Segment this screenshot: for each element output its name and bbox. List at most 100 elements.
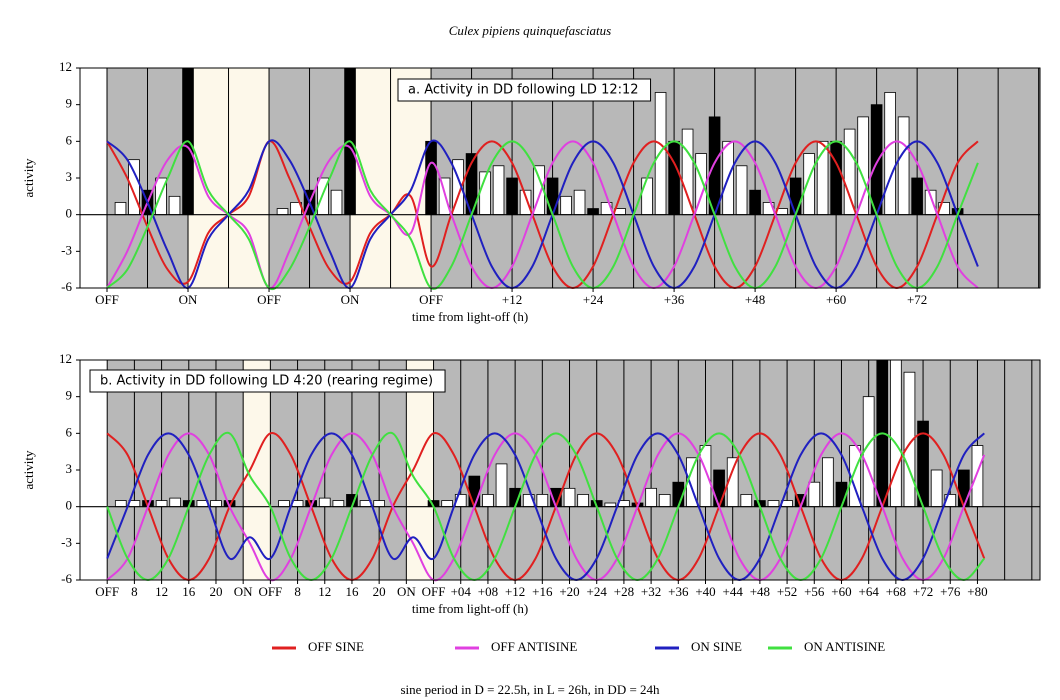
- x-axis-label: time from light-off (h): [412, 309, 528, 324]
- x-tick-label: OFF: [95, 292, 119, 307]
- activity-bar: [168, 195, 181, 216]
- y-tick-label: 9: [66, 96, 73, 111]
- x-tick-label: 8: [131, 584, 138, 599]
- x-tick-label: OFF: [422, 584, 446, 599]
- activity-bar: [155, 500, 168, 508]
- activity-bar: [708, 116, 721, 216]
- legend-label: OFF SINE: [308, 639, 364, 654]
- y-tick-label: 12: [59, 351, 72, 366]
- y-tick-label: 0: [66, 206, 73, 221]
- activity-bar: [210, 500, 222, 508]
- activity-bar: [573, 189, 586, 216]
- activity-bar: [587, 208, 599, 216]
- sine-curve: [106, 431, 986, 582]
- y-tick-label: 3: [66, 461, 73, 476]
- x-tick-label: OFF: [258, 584, 282, 599]
- activity-bar: [492, 165, 505, 216]
- panel: 12 9 6 3 0 -3 -6 OFF 8 12 16 20 ON OFF 8 12 16 20 ON OFF +04…: [21, 351, 1041, 616]
- x-tick-label: +32: [641, 584, 661, 599]
- x-tick-label: +48: [750, 584, 770, 599]
- activity-bar: [767, 500, 780, 508]
- x-tick-label: +16: [532, 584, 553, 599]
- x-tick-label: +68: [886, 584, 906, 599]
- x-tick-label: +44: [723, 584, 744, 599]
- y-axis-label: activity: [21, 158, 36, 197]
- x-tick-label: 12: [155, 584, 168, 599]
- x-tick-label: +28: [614, 584, 634, 599]
- activity-bar: [830, 140, 842, 216]
- y-tick-label: -6: [61, 571, 72, 586]
- x-tick-label: +36: [664, 292, 685, 307]
- y-tick-label: -3: [61, 242, 72, 257]
- panel: 12 9 6 3 0 -3 -6 OFF ON OFF ON OFF +12 +24 +36 +48 +60 +7…: [21, 59, 1041, 324]
- activity-bar: [735, 165, 748, 216]
- activity-bar: [641, 177, 653, 216]
- activity-bar: [373, 500, 385, 508]
- y-tick-label: 3: [66, 169, 73, 184]
- activity-bar: [749, 189, 761, 216]
- y-tick-label: 0: [66, 498, 73, 513]
- annotation-box: [89, 369, 446, 393]
- activity-bar: [808, 481, 821, 508]
- activity-bar: [468, 475, 481, 508]
- y-tick-label: 6: [66, 424, 73, 439]
- x-tick-label: +20: [559, 584, 579, 599]
- activity-bar: [563, 487, 576, 508]
- activity-bar: [870, 104, 883, 216]
- activity-bar: [884, 92, 896, 216]
- x-tick-label: 20: [373, 584, 386, 599]
- x-tick-label: +24: [583, 292, 604, 307]
- x-tick-label: ON: [234, 584, 253, 599]
- y-tick-label: 12: [59, 59, 72, 74]
- activity-bar: [668, 140, 680, 216]
- activity-bar: [789, 177, 802, 216]
- activity-bar: [482, 494, 494, 508]
- x-tick-label: +52: [777, 584, 797, 599]
- activity-bar: [114, 202, 127, 216]
- activity-bar: [645, 487, 657, 508]
- activity-bar: [425, 140, 437, 216]
- activity-bar: [971, 445, 984, 508]
- activity-bar: [857, 116, 869, 216]
- sine-curve: [106, 140, 979, 290]
- activity-bar: [330, 189, 343, 216]
- activity-bar: [862, 396, 875, 508]
- sine-curve: [106, 432, 985, 582]
- activity-bar: [546, 177, 559, 216]
- activity-bar: [911, 177, 923, 216]
- x-tick-label: +80: [967, 584, 987, 599]
- activity-bar: [930, 469, 943, 508]
- x-tick-label: 16: [182, 584, 196, 599]
- y-tick-label: -6: [61, 279, 72, 294]
- activity-bar: [332, 500, 345, 508]
- activity-bar: [577, 494, 589, 508]
- activity-bar: [822, 457, 834, 508]
- x-tick-label: OFF: [95, 584, 119, 599]
- activity-bar: [803, 153, 815, 216]
- x-tick-label: 16: [345, 584, 359, 599]
- activity-bar: [169, 497, 182, 508]
- sine-curve: [106, 432, 986, 582]
- x-tick-label: +60: [831, 584, 851, 599]
- x-tick-label: OFF: [419, 292, 443, 307]
- x-tick-label: +72: [913, 584, 933, 599]
- x-axis-label: time from light-off (h): [412, 601, 528, 616]
- activity-bar: [658, 494, 671, 508]
- x-tick-label: +12: [505, 584, 525, 599]
- activity-bar: [958, 469, 970, 508]
- activity-bar: [890, 359, 902, 508]
- x-tick-label: +08: [478, 584, 498, 599]
- plot-border: [79, 67, 1041, 289]
- x-tick-label: ON: [341, 292, 360, 307]
- activity-bar: [560, 195, 572, 216]
- x-tick-label: +04: [451, 584, 472, 599]
- activity-bar: [699, 445, 712, 508]
- y-tick-label: -3: [61, 534, 72, 549]
- annotation-box: [397, 78, 652, 102]
- figure-title: Culex pipiens quinquefasciatus: [449, 23, 611, 38]
- activity-bar: [495, 463, 508, 508]
- activity-bar: [681, 128, 694, 216]
- legend-label: ON SINE: [691, 639, 742, 654]
- x-tick-label: +60: [826, 292, 846, 307]
